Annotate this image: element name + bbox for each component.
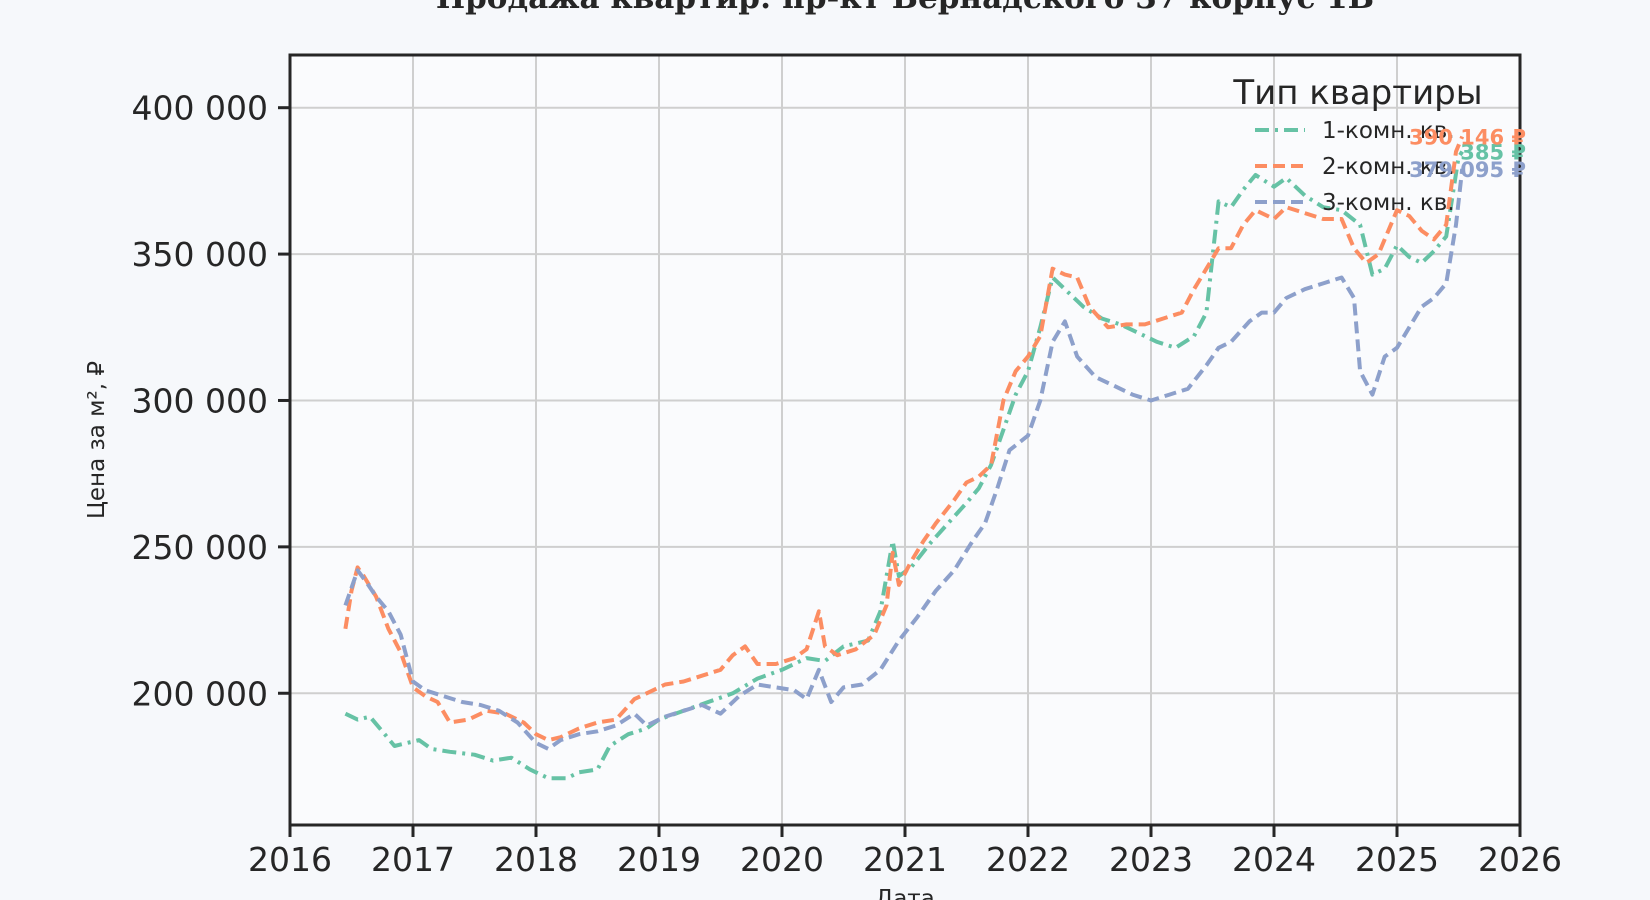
x-axis-label: Дата [875,886,935,900]
x-tick-label: 2023 [1109,840,1193,879]
x-tick-label: 2019 [617,840,701,879]
legend-title: Тип квартиры [1232,73,1482,113]
chart-title: Продажа квартир: пр-кт Вернадского 37 ко… [436,0,1374,16]
grid [290,55,1520,825]
x-tick-label: 2022 [986,840,1070,879]
legend-entry-3: 3-комн. кв. [1322,190,1455,216]
x-tick-label: 2025 [1355,840,1439,879]
series-line-1 [344,150,1464,781]
axes: 2016 2017 2018 2019 2020 2021 2022 2023 2024 2025… [132,89,1562,879]
y-tick-label: 300 000 [132,381,268,420]
x-tick-label: 2020 [740,840,824,879]
end-label-1: 385 ₽ [1460,141,1526,165]
y-tick-label: 250 000 [132,528,268,567]
legend-entry-1: 1-комн. кв. [1322,118,1455,144]
end-label-2: 390 146 ₽ [1409,126,1526,150]
x-tick-label: 2021 [863,840,947,879]
x-tick-label: 2017 [371,840,455,879]
x-tick-label: 2026 [1478,840,1562,879]
end-labels: 385 ₽390 146 ₽ 379 095 ₽ [1409,126,1526,182]
legend-entry-2: 2-комн. кв. [1322,154,1455,180]
legend: Тип квартиры 1-комн. кв. 2-комн. кв. 3-ком… [1232,73,1482,216]
end-label-3: 379 095 ₽ [1409,158,1526,182]
y-tick-label: 400 000 [132,89,268,128]
y-tick-label: 350 000 [132,235,268,274]
x-tick-label: 2024 [1232,840,1316,879]
series-lines [343,135,1465,781]
series-line-2 [343,135,1465,743]
x-tick-label: 2016 [248,840,332,879]
y-tick-label: 200 000 [132,674,268,713]
x-tick-label: 2018 [494,840,578,879]
y-axis-label: Цена за м², ₽ [84,361,110,519]
series-line-3 [343,168,1465,751]
